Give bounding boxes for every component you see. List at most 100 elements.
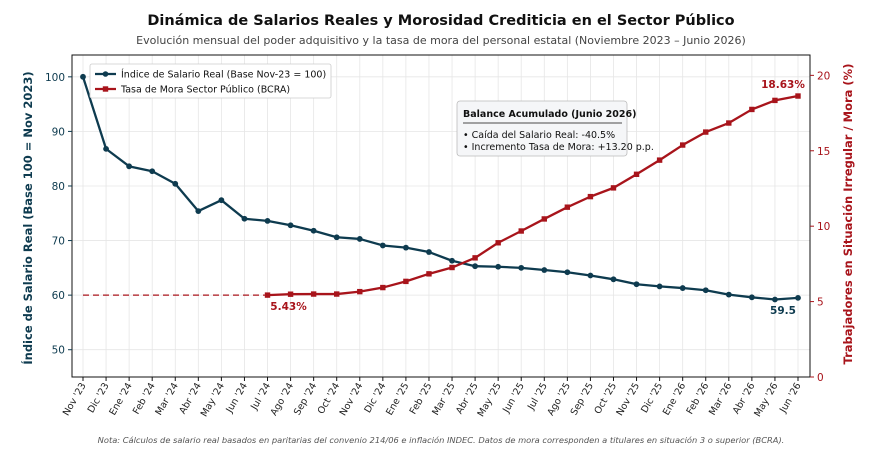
summary-box-title: Balance Acumulado (Junio 2026) xyxy=(463,109,636,120)
x-tick-label: Jul '25 xyxy=(525,381,550,413)
salary-point xyxy=(495,263,502,270)
y2-tick-label: 20 xyxy=(817,70,830,82)
mora-point xyxy=(334,291,340,297)
mora-point xyxy=(795,93,801,99)
salary-point xyxy=(126,163,133,170)
summary-box-line-1: • Caída del Salario Real: -40.5% xyxy=(463,130,615,141)
legend: Índice de Salario Real (Base Nov-23 = 10… xyxy=(89,63,332,99)
mora-point xyxy=(772,97,778,104)
salary-point xyxy=(518,264,525,271)
mora-point xyxy=(679,142,686,148)
mora-line xyxy=(267,94,799,297)
mora-point xyxy=(656,157,663,163)
y-tick-label: 100 xyxy=(45,72,65,84)
mora-point xyxy=(633,171,640,177)
salary-point xyxy=(264,218,271,224)
salary-point xyxy=(679,285,686,291)
plot-frame xyxy=(71,54,811,378)
y-tick-label: 70 xyxy=(52,236,65,248)
chart-subtitle: Evolución mensual del poder adquisitivo … xyxy=(136,34,746,47)
mora-point xyxy=(564,204,571,210)
y-tick-label: 80 xyxy=(52,181,65,193)
mora-point xyxy=(587,193,594,200)
salary-point xyxy=(472,263,478,270)
grid-layer xyxy=(72,55,810,377)
mora-point xyxy=(495,240,501,246)
salary-point xyxy=(218,197,225,204)
salary-point xyxy=(610,276,617,283)
y-tick-label: 50 xyxy=(52,345,65,357)
salary-point xyxy=(172,180,179,187)
salary-point xyxy=(310,227,317,234)
salary-point xyxy=(541,267,548,273)
summary-box-frame xyxy=(456,100,628,157)
mora-point xyxy=(287,291,294,297)
salary-point xyxy=(379,242,386,249)
x-tick-label: Jun '24 xyxy=(224,381,250,416)
salary-point xyxy=(633,281,640,288)
salary-point xyxy=(195,208,202,214)
footnote: Nota: Cálculos de salario real basados e… xyxy=(98,435,785,445)
x-tick-label: Jul '24 xyxy=(248,381,273,413)
y2-tick-label: 5 xyxy=(817,297,824,309)
salary-line xyxy=(81,76,799,301)
mora-point xyxy=(449,264,455,271)
legend-salary-marker xyxy=(102,71,109,77)
mora-point xyxy=(357,288,363,295)
mora-point xyxy=(703,129,709,135)
y2-axis-label: Trabajadores en Situación Irregular / Mo… xyxy=(841,64,855,365)
salary-point xyxy=(356,236,363,242)
salary-point xyxy=(103,145,109,152)
summary-box-line-2: • Incremento Tasa de Mora: +13.20 p.p. xyxy=(463,142,654,153)
salary-point xyxy=(748,294,755,301)
right-axis: 0 5 10 15 20 xyxy=(810,70,830,384)
salary-point xyxy=(587,272,594,279)
salary-point xyxy=(449,257,455,264)
legend-box xyxy=(89,63,332,99)
chart-title: Dinámica de Salarios Reales y Morosidad … xyxy=(147,13,734,29)
y-axis-label: Índice de Salario Real (Base 100 = Nov 2… xyxy=(20,71,35,364)
salary-point xyxy=(564,269,571,276)
legend-salary-label: Índice de Salario Real (Base Nov-23 = 10… xyxy=(121,69,326,81)
x-tick-label: Jun '26 xyxy=(777,381,803,416)
salary-point xyxy=(656,283,663,290)
y2-tick-label: 15 xyxy=(817,146,830,158)
mora-point xyxy=(726,120,732,126)
x-tick-label: Nov '23 xyxy=(61,381,89,418)
legend-mora-marker xyxy=(102,86,109,92)
legend-mora-label: Tasa de Mora Sector Público (BCRA) xyxy=(120,85,290,96)
mora-point xyxy=(380,284,386,291)
left-axis: 50 60 70 80 90 100 xyxy=(45,72,72,357)
summary-box: Balance Acumulado (Junio 2026) • Caída d… xyxy=(456,100,654,157)
y-tick-label: 60 xyxy=(52,290,65,302)
y-tick-label: 90 xyxy=(52,126,65,138)
mora-point xyxy=(426,271,432,277)
annotation-layer: 5.43% 18.63% 59.5 xyxy=(270,79,805,317)
salary-point xyxy=(403,244,409,251)
mora-point xyxy=(264,292,271,298)
salary-point xyxy=(241,215,248,222)
mora-point xyxy=(403,278,409,285)
series-layer xyxy=(80,73,801,303)
salary-point xyxy=(725,291,732,298)
salary-point xyxy=(287,222,294,229)
salary-point xyxy=(333,234,340,241)
mora-point xyxy=(541,216,547,222)
salary-point xyxy=(702,287,709,294)
salary-point xyxy=(80,73,86,80)
salary-point xyxy=(149,168,156,175)
data-label: 59.5 xyxy=(770,305,796,317)
mora-point xyxy=(610,185,617,191)
salary-point xyxy=(772,296,778,303)
data-label: 5.43% xyxy=(270,301,307,313)
y2-tick-label: 0 xyxy=(817,372,824,384)
mora-point xyxy=(518,228,524,234)
salary-point xyxy=(795,294,801,301)
data-label: 18.63% xyxy=(761,79,805,91)
mora-point xyxy=(749,106,755,113)
mora-point xyxy=(310,291,317,297)
x-tick-label: Jun '25 xyxy=(501,381,527,416)
